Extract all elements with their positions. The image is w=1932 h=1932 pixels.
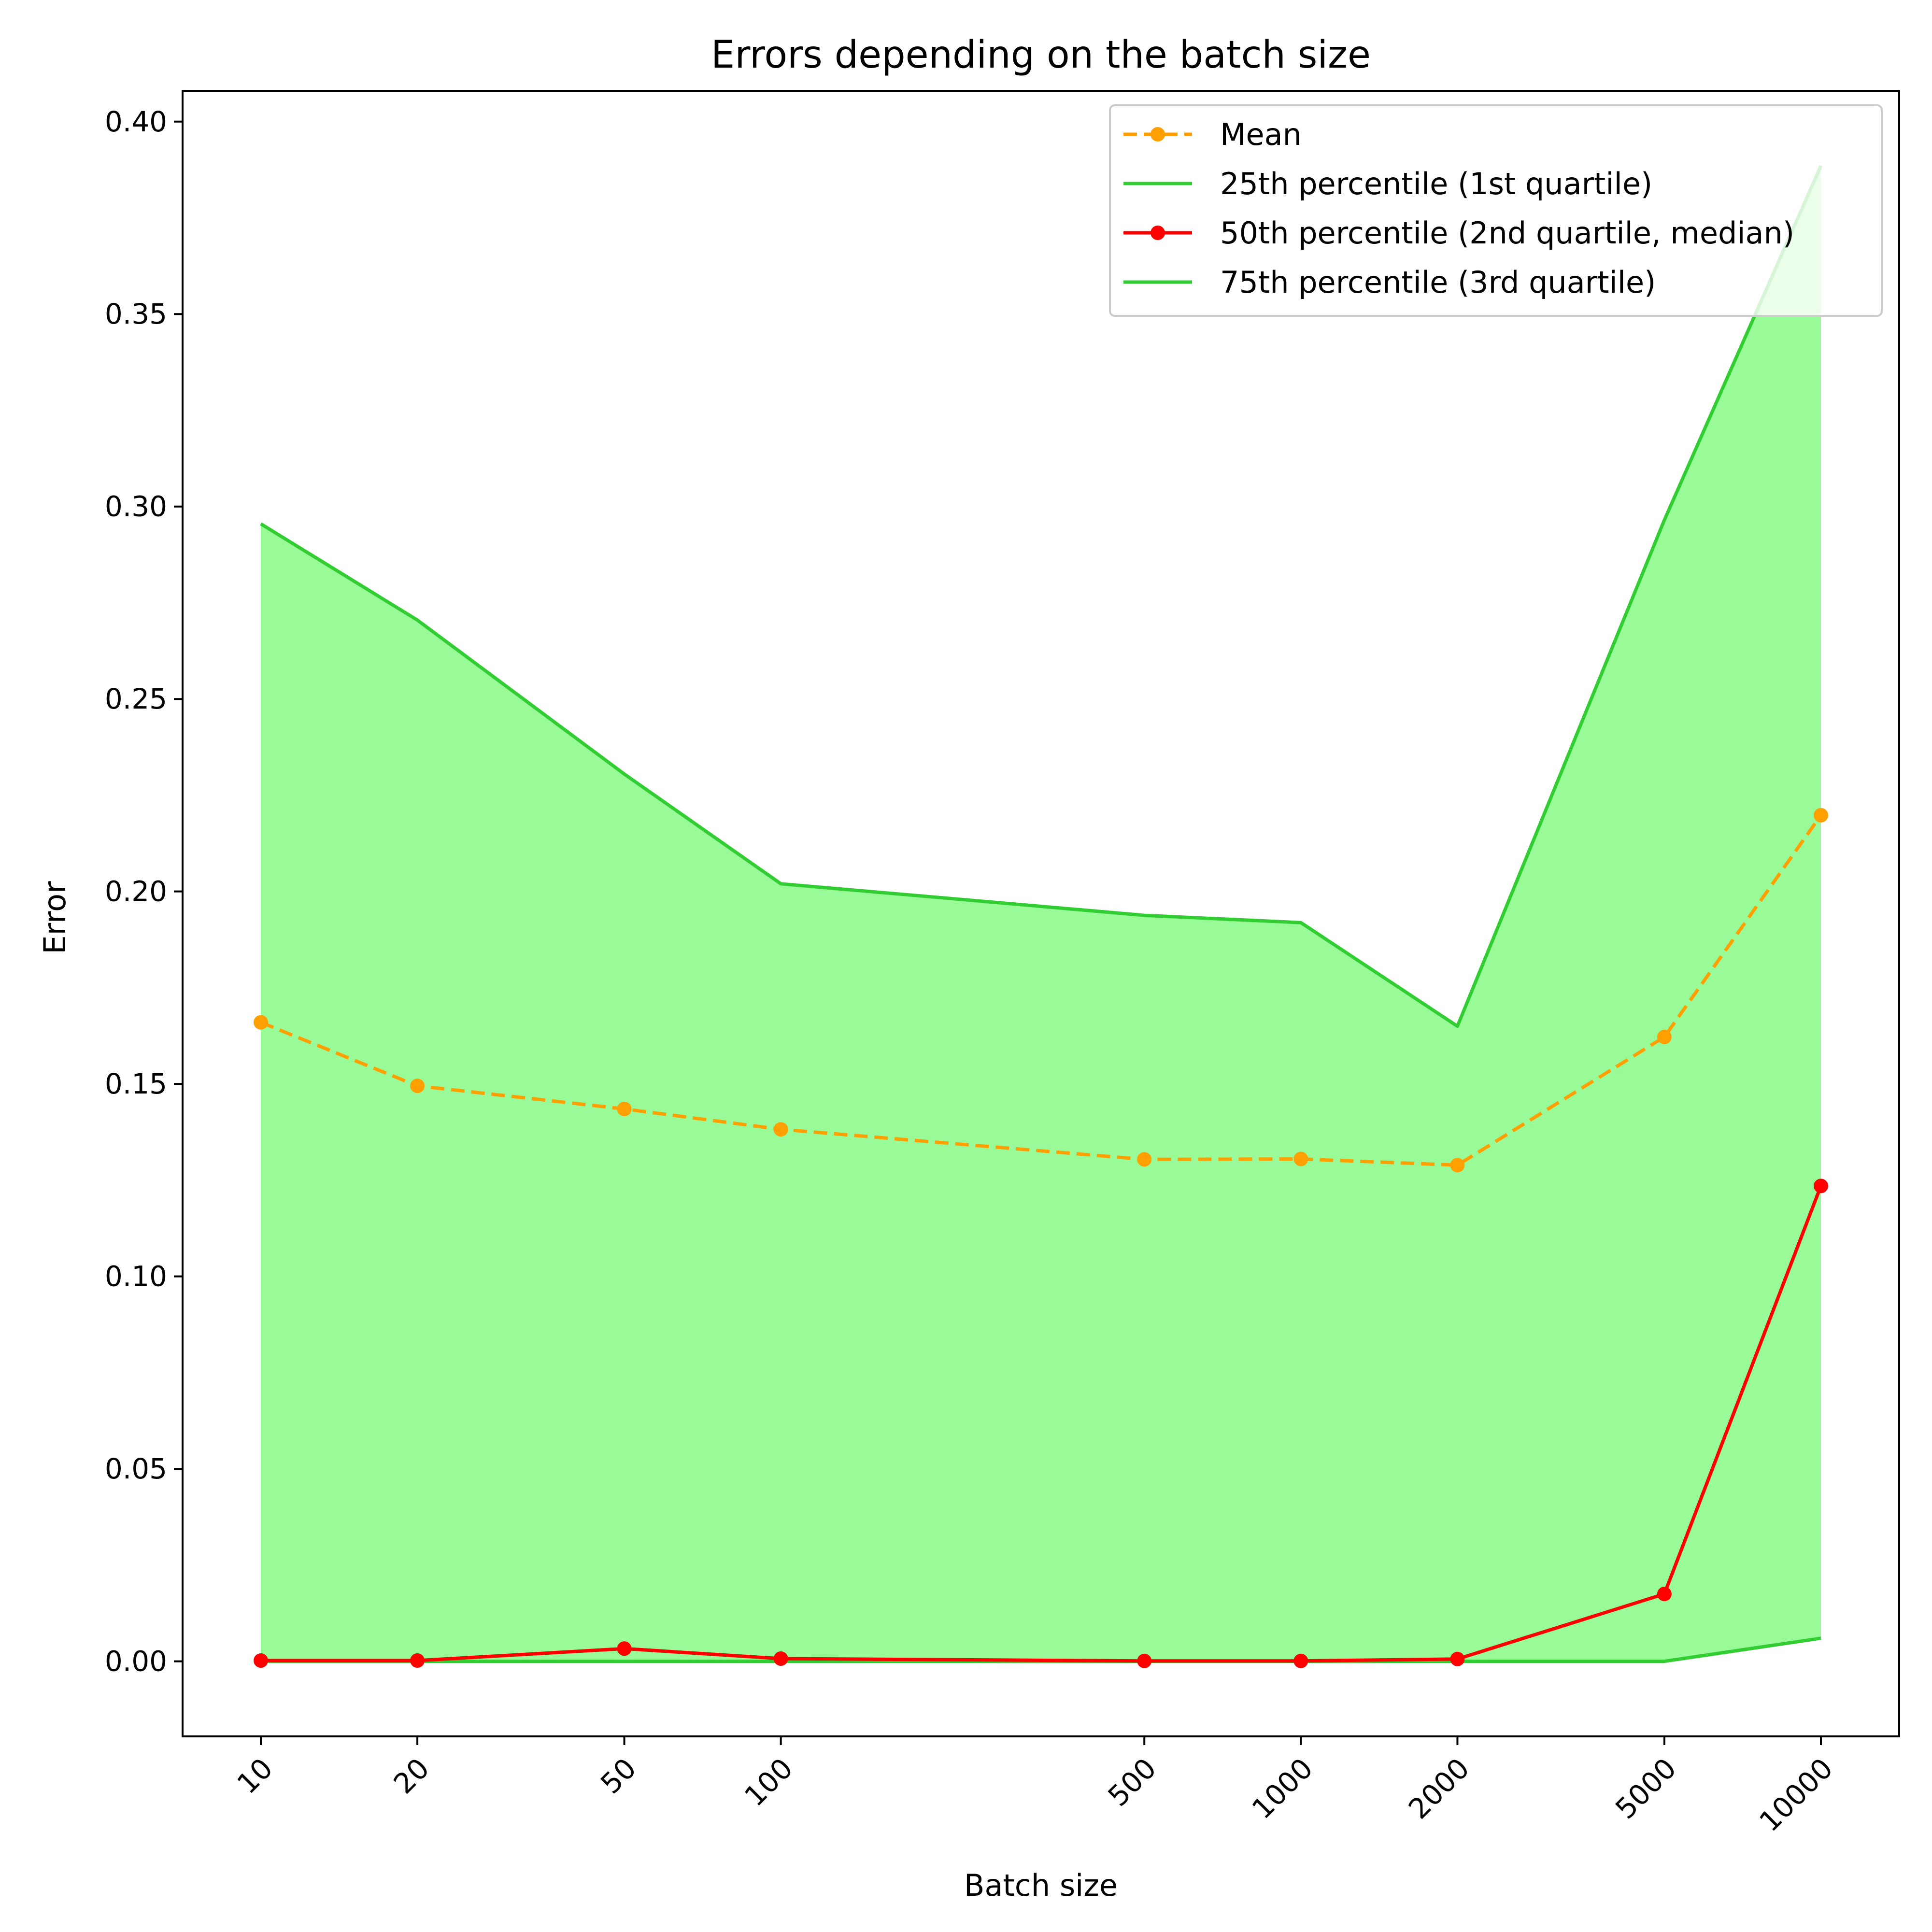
legend: Mean 25th percentile (1st quartile) 50th p… xyxy=(1109,104,1883,317)
y-tick-label: 0.35 xyxy=(105,298,167,330)
legend-marker-mean xyxy=(1151,127,1165,142)
data-point-mean xyxy=(410,1079,425,1094)
series-line-75th xyxy=(260,165,1823,1028)
data-point-mean xyxy=(773,1122,788,1137)
y-tick-label: 0.20 xyxy=(105,875,167,908)
data-point-50th xyxy=(1450,1651,1465,1666)
data-point-50th xyxy=(773,1651,788,1666)
data-point-mean xyxy=(617,1101,632,1116)
y-tick-label: 0.10 xyxy=(105,1260,167,1293)
data-point-50th xyxy=(1137,1653,1152,1668)
y-tick-label: 0.15 xyxy=(105,1067,167,1100)
data-point-mean xyxy=(1293,1151,1308,1166)
data-point-mean xyxy=(1137,1152,1152,1167)
data-point-50th xyxy=(410,1653,425,1668)
data-point-mean xyxy=(1814,808,1828,823)
y-tick-label: 0.40 xyxy=(105,105,167,138)
data-point-50th xyxy=(1657,1587,1672,1602)
y-tick-label: 0.05 xyxy=(105,1452,167,1485)
y-tick-label: 0.00 xyxy=(105,1645,167,1678)
legend-label-mean: Mean xyxy=(1220,117,1302,152)
x-axis-label: Batch size xyxy=(964,1868,1118,1903)
legend-marker-50th xyxy=(1151,226,1165,240)
data-point-50th xyxy=(617,1641,632,1656)
y-axis-label: Error xyxy=(37,881,72,954)
legend-label-75th: 75th percentile (3rd quartile) xyxy=(1220,265,1656,300)
data-point-mean xyxy=(1657,1029,1672,1044)
data-point-50th xyxy=(1814,1179,1828,1193)
y-axis: 0.00 0.05 0.10 0.15 0.20 0.25 0.30 0.35 0.40 xyxy=(105,105,183,1678)
data-point-50th xyxy=(254,1653,268,1668)
legend-box xyxy=(1109,104,1883,317)
plot-area xyxy=(182,90,1900,1737)
interquartile-band xyxy=(261,166,1821,1662)
y-tick-label: 0.30 xyxy=(105,490,167,523)
chart-title: Errors depending on the batch size xyxy=(711,33,1371,77)
data-point-50th xyxy=(1293,1653,1308,1668)
data-point-mean xyxy=(254,1015,268,1030)
y-tick-label: 0.25 xyxy=(105,682,167,715)
data-point-mean xyxy=(1450,1158,1465,1173)
legend-label-50th: 50th percentile (2nd quartile, median) xyxy=(1220,215,1794,251)
plot-frame xyxy=(182,90,1900,1737)
legend-label-25th: 25th percentile (1st quartile) xyxy=(1220,166,1652,201)
